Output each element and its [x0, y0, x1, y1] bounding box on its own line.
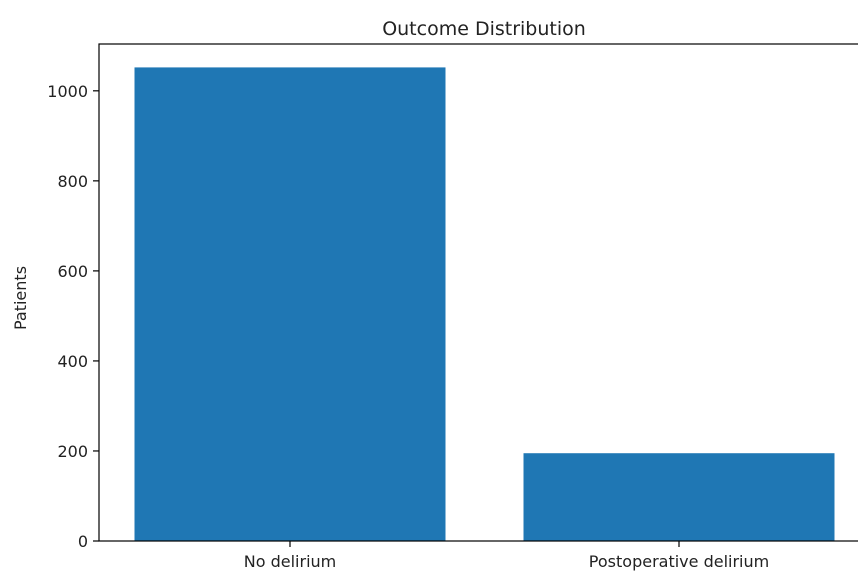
- y-tick-label: 400: [57, 352, 88, 371]
- bar-postoperative-delirium: [523, 453, 835, 541]
- bar-no-delirium: [134, 67, 446, 541]
- y-tick-label: 0: [78, 532, 88, 551]
- y-ticks-group: 0 200 400 600 800 1000: [47, 82, 99, 551]
- y-axis-label: Patients: [11, 266, 30, 330]
- x-ticks-group: No delirium Postoperative delirium: [244, 541, 769, 571]
- plot-frame: [98, 43, 858, 542]
- y-tick-label: 600: [57, 262, 88, 281]
- y-tick-label: 800: [57, 172, 88, 191]
- chart-title: Outcome Distribution: [382, 18, 586, 40]
- y-tick-label: 1000: [47, 82, 88, 101]
- x-tick-label: Postoperative delirium: [589, 552, 769, 571]
- x-tick-label: No delirium: [244, 552, 336, 571]
- bars-group: [134, 67, 835, 541]
- y-tick-label: 200: [57, 442, 88, 461]
